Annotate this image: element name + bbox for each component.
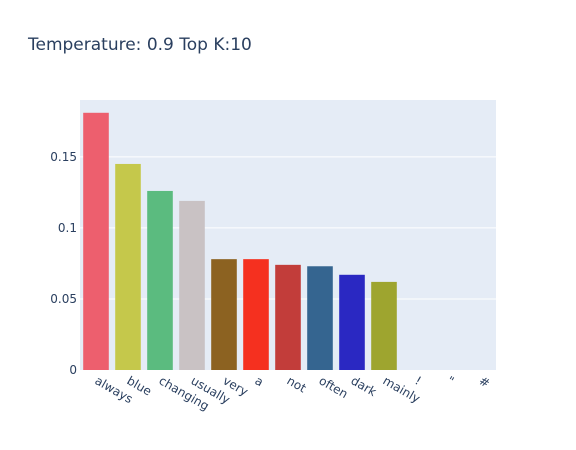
y-tick-label: 0 xyxy=(69,363,77,377)
y-tick-label: 0.1 xyxy=(58,221,77,235)
bar[interactable] xyxy=(83,112,109,370)
y-tick-label: 0.05 xyxy=(50,292,77,306)
bars xyxy=(83,112,397,370)
bar[interactable] xyxy=(339,274,365,370)
bar[interactable] xyxy=(307,266,333,370)
bar[interactable] xyxy=(243,259,269,370)
x-tick-label: " xyxy=(445,373,457,388)
x-tick-label: often xyxy=(317,373,351,401)
y-tick-label: 0.15 xyxy=(50,150,77,164)
x-tick-label: a xyxy=(253,373,266,389)
bar[interactable] xyxy=(275,264,301,370)
y-axis-ticks: 0 0.05 0.1 0.15 xyxy=(50,150,77,377)
x-tick-label: # xyxy=(477,373,493,390)
x-tick-label: ! xyxy=(413,373,424,388)
bar[interactable] xyxy=(371,281,397,370)
x-tick-label: not xyxy=(285,373,309,395)
bar[interactable] xyxy=(115,163,141,370)
bar[interactable] xyxy=(147,190,173,370)
bar[interactable] xyxy=(211,259,237,370)
chart-title: Temperature: 0.9 Top K:10 xyxy=(27,35,252,55)
bar[interactable] xyxy=(179,200,205,370)
x-tick-label: dark xyxy=(349,373,379,399)
